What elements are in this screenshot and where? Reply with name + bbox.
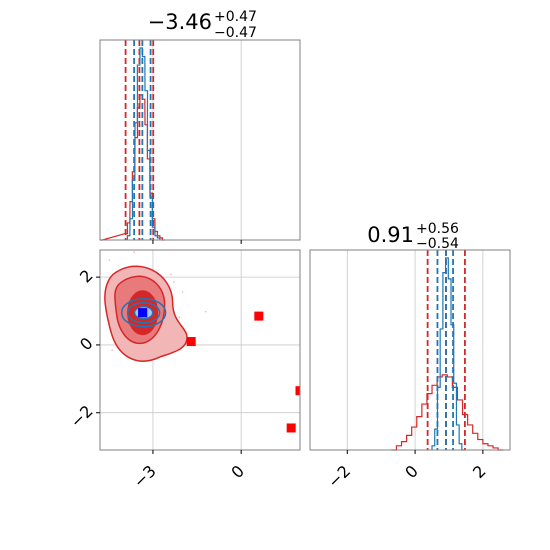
bottom-right-series-1-histogram <box>431 257 465 451</box>
bottom-right-xtick-label-2: 2 <box>469 461 490 482</box>
bottom-left-sample-point <box>133 251 135 254</box>
top-left-title-upper-error: +0.47 <box>214 9 257 25</box>
bottom-left-sample-point <box>170 273 172 276</box>
bottom-left-plot-area <box>104 251 300 433</box>
bottom-left-ytick-label-1: 0 <box>76 334 97 355</box>
bottom-left-ytick-label-2: −2 <box>66 401 96 431</box>
bottom-left-red-marker-4 <box>295 386 300 396</box>
bottom-left-sample-point <box>181 291 184 293</box>
bottom-right-frame <box>309 249 511 451</box>
bottom-right-title-value: 0.91 <box>367 223 414 247</box>
bottom-left-blue-contour-outer <box>120 297 167 328</box>
bottom-left-blue-marker <box>138 308 148 318</box>
top-left-frame <box>99 39 301 241</box>
bottom-left-sample-point <box>173 281 175 283</box>
bottom-left-blue-contour-middle <box>126 301 161 324</box>
bottom-left-ytick-label-0: 2 <box>76 266 97 287</box>
top-left-title-value: −3.46 <box>148 10 212 34</box>
bottom-left-sample-point <box>204 310 207 313</box>
bottom-left-red-marker-2 <box>254 311 264 321</box>
bottom-left-sample-point <box>111 349 113 351</box>
top-left-title-lower-error: −0.47 <box>214 25 257 41</box>
bottom-left-xtick-label-1: 0 <box>227 461 248 482</box>
bottom-right-xtick-label-0: −2 <box>324 461 354 491</box>
bottom-left-xtick-label-0: −3 <box>130 461 160 491</box>
bottom-left-sample-point <box>108 259 111 262</box>
bottom-right-title-lower-error: −0.54 <box>416 236 459 252</box>
bottom-left-red-marker-3 <box>286 423 296 433</box>
top-left-series-1-histogram <box>126 47 161 240</box>
bottom-right-xtick-label-1: 0 <box>401 461 422 482</box>
bottom-right-series-0-histogram <box>391 374 504 451</box>
bottom-right-title-upper-error: +0.56 <box>416 221 459 237</box>
bottom-left-frame <box>99 249 301 451</box>
bottom-left-red-marker-1 <box>186 337 196 347</box>
bottom-left-sample-point <box>178 316 181 318</box>
top-left-series-0-histogram <box>100 94 165 241</box>
